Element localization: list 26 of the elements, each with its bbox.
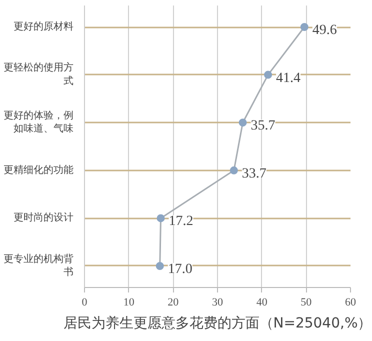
x-tick-label: 60 — [345, 296, 356, 308]
text: 居民为养生更愿意多花费的方面（N=25040,%） — [63, 316, 372, 332]
x-tick-label: 0 — [82, 296, 88, 308]
point — [264, 70, 272, 79]
point — [238, 118, 247, 127]
x-tick-label: 10 — [123, 296, 135, 308]
x-tick-label: 40 — [256, 296, 268, 308]
data-label: 33.7 — [242, 166, 266, 182]
y-tick-label: 更时尚的设计 — [14, 212, 74, 224]
data-label: 41.4 — [276, 70, 301, 86]
point — [156, 214, 165, 222]
data-label: 17.2 — [168, 214, 194, 230]
x-tick-label: 50 — [300, 296, 312, 308]
y-tick-label: 更专业的机构背书 — [4, 252, 74, 278]
y-tick-label: 更好的体验，例如味道、气味 — [4, 110, 74, 135]
data-label: 49.6 — [312, 23, 337, 38]
y-tick-label: 更好的原材料 — [14, 20, 74, 33]
data-label: 35.7 — [250, 118, 276, 134]
data-label: 17.0 — [168, 262, 192, 277]
y-tick-label: 更精细化的功能 — [4, 164, 74, 176]
point — [156, 262, 164, 270]
point — [230, 166, 238, 174]
x-tick-label: 20 — [168, 296, 180, 308]
point — [300, 23, 308, 31]
y-tick-label: 更轻松的使用方式 — [4, 62, 74, 87]
x-tick-label: 30 — [212, 296, 224, 308]
